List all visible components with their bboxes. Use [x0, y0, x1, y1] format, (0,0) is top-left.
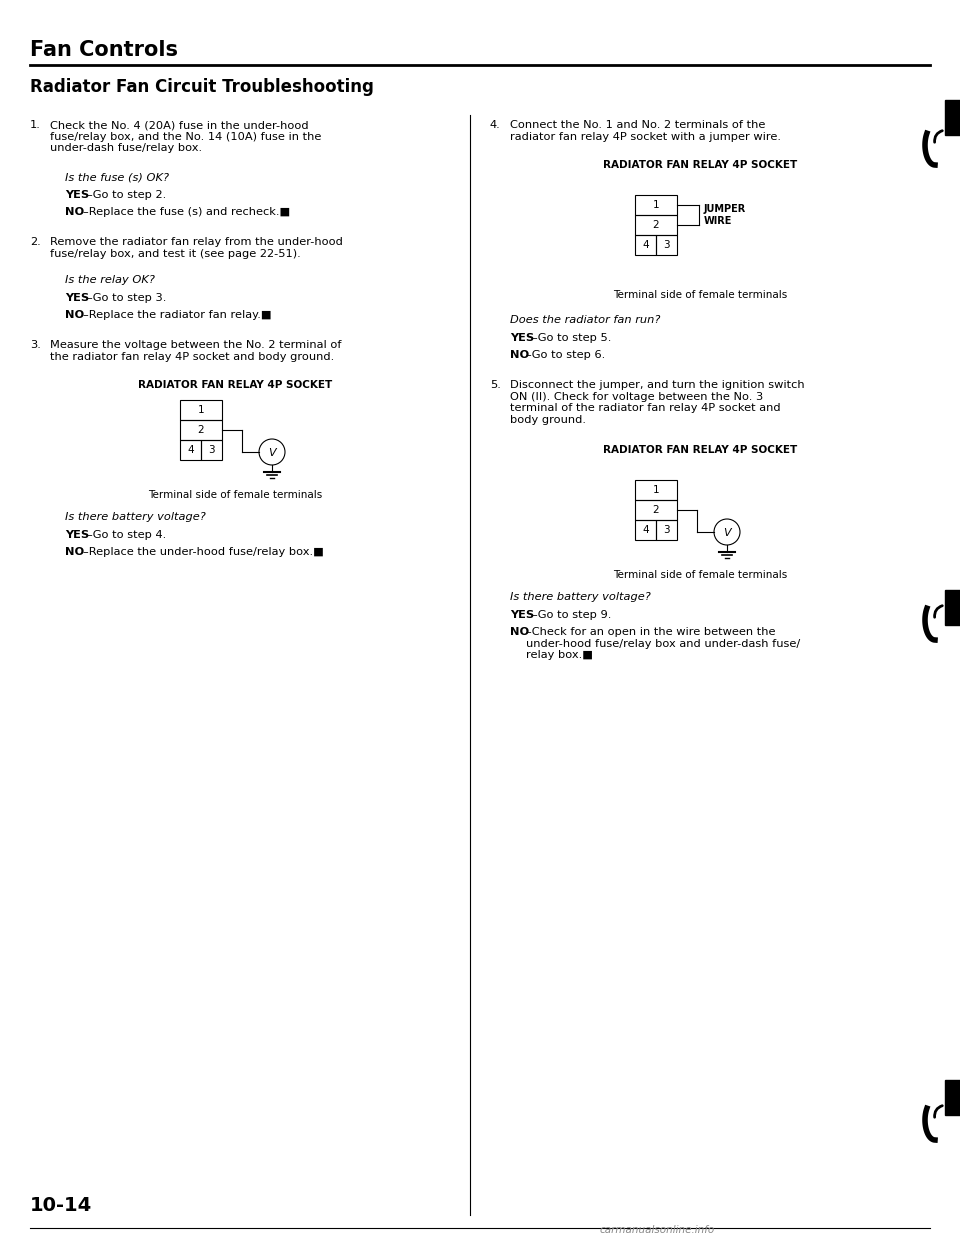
- Text: 1.: 1.: [30, 120, 41, 130]
- Text: 10-14: 10-14: [30, 1196, 92, 1215]
- Text: Check the No. 4 (20A) fuse in the under-hood
fuse/relay box, and the No. 14 (10A: Check the No. 4 (20A) fuse in the under-…: [50, 120, 322, 153]
- Text: Remove the radiator fan relay from the under-hood
fuse/relay box, and test it (s: Remove the radiator fan relay from the u…: [50, 237, 343, 258]
- Text: –Check for an open in the wire between the
under-hood fuse/relay box and under-d: –Check for an open in the wire between t…: [526, 627, 801, 661]
- Text: YES: YES: [510, 333, 534, 343]
- Bar: [635, 479, 677, 501]
- Text: RADIATOR FAN RELAY 4P SOCKET: RADIATOR FAN RELAY 4P SOCKET: [138, 380, 332, 390]
- Text: 4: 4: [187, 445, 194, 455]
- Bar: [656, 235, 677, 255]
- Text: 4: 4: [642, 240, 649, 250]
- Bar: [635, 195, 677, 215]
- Text: Is the relay OK?: Is the relay OK?: [65, 274, 155, 284]
- Bar: [201, 440, 222, 460]
- Bar: [635, 501, 677, 520]
- Bar: [180, 440, 201, 460]
- Text: 3: 3: [208, 445, 215, 455]
- Text: Terminal side of female terminals: Terminal side of female terminals: [612, 570, 787, 580]
- Bar: [635, 235, 656, 255]
- Text: YES: YES: [65, 530, 89, 540]
- Text: 1: 1: [653, 200, 660, 210]
- Text: RADIATOR FAN RELAY 4P SOCKET: RADIATOR FAN RELAY 4P SOCKET: [603, 160, 797, 170]
- Text: 1: 1: [653, 484, 660, 496]
- Text: 3: 3: [663, 240, 670, 250]
- Text: 3.: 3.: [30, 340, 41, 350]
- Text: –Go to step 3.: –Go to step 3.: [87, 293, 166, 303]
- Text: –Go to step 6.: –Go to step 6.: [526, 350, 605, 360]
- Bar: [656, 520, 677, 540]
- Text: 1: 1: [198, 405, 204, 415]
- Text: 2: 2: [653, 505, 660, 515]
- Text: 2: 2: [198, 425, 204, 435]
- Text: Connect the No. 1 and No. 2 terminals of the
radiator fan relay 4P socket with a: Connect the No. 1 and No. 2 terminals of…: [510, 120, 781, 142]
- Text: YES: YES: [510, 610, 534, 620]
- Text: 3: 3: [663, 525, 670, 535]
- Bar: [635, 215, 677, 235]
- Text: 4.: 4.: [490, 120, 501, 130]
- Text: NO: NO: [510, 627, 529, 637]
- Text: –Go to step 2.: –Go to step 2.: [87, 190, 166, 200]
- Text: Measure the voltage between the No. 2 terminal of
the radiator fan relay 4P sock: Measure the voltage between the No. 2 te…: [50, 340, 342, 361]
- Text: Terminal side of female terminals: Terminal side of female terminals: [148, 491, 323, 501]
- Text: YES: YES: [65, 293, 89, 303]
- Text: Is the fuse (s) OK?: Is the fuse (s) OK?: [65, 171, 169, 183]
- Text: 2.: 2.: [30, 237, 40, 247]
- Text: –Replace the under-hood fuse/relay box.■: –Replace the under-hood fuse/relay box.■: [83, 546, 324, 556]
- Text: –Go to step 9.: –Go to step 9.: [532, 610, 612, 620]
- Text: Does the radiator fan run?: Does the radiator fan run?: [510, 315, 660, 325]
- Bar: [180, 400, 222, 420]
- Text: Is there battery voltage?: Is there battery voltage?: [510, 592, 651, 602]
- Bar: [180, 420, 222, 440]
- Text: –Replace the radiator fan relay.■: –Replace the radiator fan relay.■: [83, 310, 272, 320]
- Text: Disconnect the jumper, and turn the ignition switch
ON (II). Check for voltage b: Disconnect the jumper, and turn the igni…: [510, 380, 804, 425]
- Text: YES: YES: [65, 190, 89, 200]
- Polygon shape: [945, 590, 960, 625]
- Polygon shape: [945, 1081, 960, 1115]
- Text: NO: NO: [65, 310, 84, 320]
- Text: JUMPER
WIRE: JUMPER WIRE: [704, 204, 746, 226]
- Polygon shape: [945, 101, 960, 135]
- Text: –Replace the fuse (s) and recheck.■: –Replace the fuse (s) and recheck.■: [83, 207, 290, 217]
- Text: NO: NO: [510, 350, 529, 360]
- Text: Terminal side of female terminals: Terminal side of female terminals: [612, 289, 787, 301]
- Text: NO: NO: [65, 546, 84, 556]
- Bar: [635, 520, 656, 540]
- Text: V: V: [723, 528, 731, 538]
- Text: NO: NO: [65, 207, 84, 217]
- Text: Fan Controls: Fan Controls: [30, 40, 178, 60]
- Text: 4: 4: [642, 525, 649, 535]
- Text: V: V: [268, 448, 276, 458]
- Text: –Go to step 5.: –Go to step 5.: [532, 333, 612, 343]
- Text: Is there battery voltage?: Is there battery voltage?: [65, 512, 205, 522]
- Text: RADIATOR FAN RELAY 4P SOCKET: RADIATOR FAN RELAY 4P SOCKET: [603, 445, 797, 455]
- Text: 5.: 5.: [490, 380, 501, 390]
- Text: 2: 2: [653, 220, 660, 230]
- Text: carmanualsonline.info: carmanualsonline.info: [600, 1225, 715, 1235]
- Text: Radiator Fan Circuit Troubleshooting: Radiator Fan Circuit Troubleshooting: [30, 78, 373, 96]
- Text: –Go to step 4.: –Go to step 4.: [87, 530, 166, 540]
